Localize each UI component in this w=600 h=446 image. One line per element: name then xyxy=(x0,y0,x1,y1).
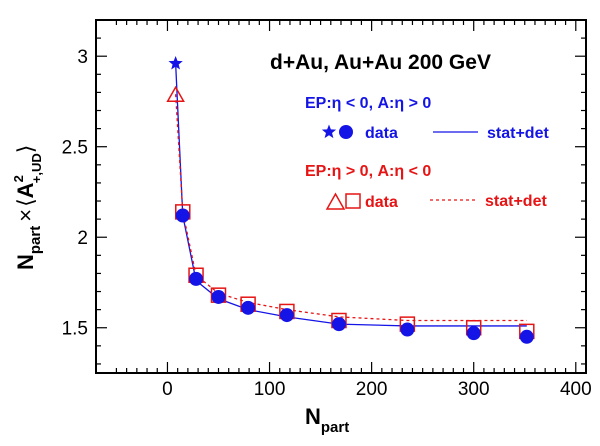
y-tick-label: 2 xyxy=(77,228,88,249)
x-axis-label-main: N xyxy=(305,404,321,429)
data-point-circle xyxy=(466,326,481,341)
y-axis-label-sup: 2 xyxy=(11,175,26,182)
red-curve-line xyxy=(174,94,527,322)
curves-group xyxy=(174,63,527,327)
data-point-circle xyxy=(400,322,415,337)
data-point-circle xyxy=(175,208,190,223)
legend-star-icon xyxy=(321,124,337,139)
x-axis-label: Npart xyxy=(305,404,349,436)
legend-circle-icon xyxy=(339,125,353,139)
y-tick-label: 1.5 xyxy=(62,319,88,340)
y-axis-label-times: × xyxy=(13,209,38,222)
data-point-circle xyxy=(241,300,256,315)
legend-data-label-red: data xyxy=(365,194,398,211)
blue-curve-line xyxy=(174,63,527,327)
y-tick-label: 3 xyxy=(77,47,88,68)
y-axis-label: Npart × ⟨A2 +,UD⟩ xyxy=(11,145,44,270)
legend-square-icon xyxy=(345,193,361,209)
legend-header-blue: EP:η < 0, A:η > 0 xyxy=(305,95,431,112)
y-axis-label-close: ⟩ xyxy=(13,145,38,154)
x-tick-label: 300 xyxy=(458,379,490,400)
x-axis-label-sub: part xyxy=(321,419,349,436)
data-point-circle xyxy=(519,329,534,344)
data-point-circle xyxy=(189,271,204,286)
y-axis-label-sub: +,UD xyxy=(29,153,44,183)
data-point-triangle xyxy=(166,85,185,102)
y-axis-label-n-sub: part xyxy=(27,226,44,254)
y-tick-label: 2.5 xyxy=(62,138,88,159)
markers-group xyxy=(166,55,535,344)
legend-header-red: EP:η > 0, A:η < 0 xyxy=(305,163,431,180)
legend-triangle-icon xyxy=(325,192,346,210)
y-axis-label-open: ⟨ xyxy=(13,198,38,207)
x-tick-label: 400 xyxy=(560,379,592,400)
x-tick-label: 0 xyxy=(162,379,173,400)
data-point-circle xyxy=(331,317,346,332)
data-point-circle xyxy=(211,289,226,304)
legend-data-label-blue: data xyxy=(365,125,398,142)
ticks-group: 0 100 200 300 400 1.5 2 2.5 3 xyxy=(62,19,592,400)
legend-line-label-red: stat+det xyxy=(485,193,547,210)
y-axis-label-a: A xyxy=(13,182,38,198)
data-point-circle xyxy=(279,308,294,323)
y-axis-label-n: N xyxy=(13,254,38,270)
x-tick-label: 100 xyxy=(254,379,286,400)
chart-title: d+Au, Au+Au 200 GeV xyxy=(270,51,491,74)
x-tick-label: 200 xyxy=(356,379,388,400)
data-point-star xyxy=(168,55,183,70)
legend-line-label-blue: stat+det xyxy=(487,125,549,142)
